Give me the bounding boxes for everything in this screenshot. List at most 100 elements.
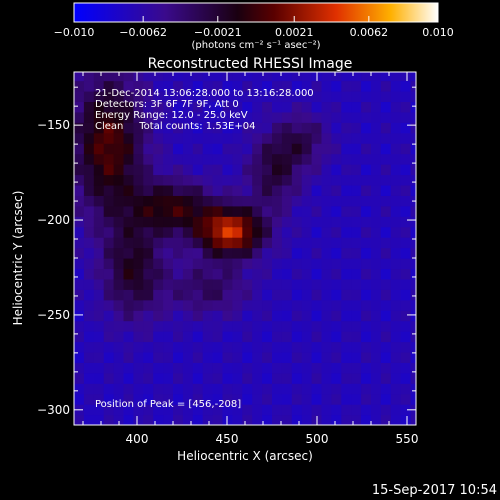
- heatmap-cell: [113, 331, 125, 343]
- heatmap-cell: [361, 226, 372, 238]
- heatmap-cell: [74, 351, 85, 363]
- heatmap-cell: [153, 268, 164, 280]
- heatmap-cell: [133, 184, 144, 196]
- heatmap-cell: [113, 111, 125, 123]
- heatmap-cell: [74, 122, 85, 134]
- heatmap-cell: [361, 143, 372, 155]
- heatmap-cell: [361, 184, 372, 196]
- heatmap-cell: [252, 268, 263, 280]
- heatmap-cell: [262, 331, 273, 343]
- heatmap-cell: [272, 299, 283, 311]
- heatmap-cell: [341, 164, 352, 176]
- heatmap-cell: [192, 331, 204, 343]
- heatmap-cell: [331, 205, 342, 217]
- heatmap-cell: [361, 247, 372, 259]
- heatmap-cell: [143, 80, 154, 92]
- heatmap-cell: [83, 257, 95, 270]
- heatmap-cell: [163, 143, 174, 155]
- heatmap-cell: [222, 320, 233, 332]
- heatmap-cell: [272, 237, 283, 249]
- heatmap-cell: [351, 331, 362, 343]
- heatmap-cell: [390, 111, 402, 123]
- heatmap-cell: [123, 414, 134, 425]
- heatmap-cell: [123, 299, 134, 311]
- heatmap-cell: [74, 289, 85, 301]
- heatmap-cell: [291, 414, 303, 425]
- heatmap-cell: [321, 278, 332, 290]
- heatmap-cell: [400, 310, 412, 322]
- axis-ticks: [74, 72, 416, 425]
- heatmap-cell: [143, 383, 154, 395]
- heatmap-cell: [371, 247, 382, 259]
- heatmap-cell: [192, 164, 204, 176]
- heatmap-cell: [182, 310, 194, 322]
- colorbar-tick-label: 0.0021: [275, 26, 314, 39]
- heatmap-cell: [192, 72, 204, 82]
- heatmap-cell: [400, 383, 412, 395]
- heatmap-cell: [123, 320, 134, 332]
- heatmap-cell: [242, 351, 253, 363]
- heatmap-cell: [113, 341, 125, 353]
- heatmap-cell: [202, 331, 214, 343]
- heatmap-cell: [272, 132, 283, 144]
- heatmap-cell: [351, 101, 362, 113]
- heatmap-cell: [400, 331, 412, 343]
- heatmap-cell: [192, 132, 204, 144]
- heatmap-cell: [380, 237, 392, 249]
- heatmap-cell: [182, 195, 194, 207]
- heatmap-cell: [331, 257, 342, 270]
- heatmap-cell: [123, 226, 134, 238]
- heatmap-cell: [252, 195, 263, 207]
- heatmap-cell: [341, 184, 352, 196]
- heatmap-cell: [341, 331, 352, 343]
- heatmap-cell: [212, 216, 224, 228]
- heatmap-cell: [133, 226, 144, 238]
- heatmap-cell: [272, 122, 283, 134]
- heatmap-cell: [242, 268, 253, 280]
- heatmap-cell: [103, 414, 115, 425]
- heatmap-cell: [93, 320, 105, 332]
- heatmap-cell: [212, 164, 224, 176]
- heatmap-cell: [371, 72, 382, 82]
- heatmap-cell: [133, 80, 144, 92]
- heatmap-cell: [351, 320, 362, 332]
- heatmap-cell: [123, 184, 134, 196]
- heatmap-cell: [252, 331, 263, 343]
- heatmap-cell: [192, 195, 204, 207]
- heatmap-cell: [311, 174, 323, 186]
- heatmap-cell: [321, 320, 332, 332]
- heatmap-cell: [291, 164, 303, 176]
- heatmap-cell: [133, 393, 144, 405]
- heatmap-cell: [252, 404, 263, 416]
- heatmap-cell: [272, 72, 283, 82]
- heatmap-cell: [351, 341, 362, 353]
- heatmap-cell: [83, 247, 95, 259]
- heatmap-cell: [390, 320, 402, 332]
- heatmap-cell: [163, 257, 174, 270]
- heatmap-cell: [202, 101, 214, 113]
- heatmap-cell: [232, 143, 243, 155]
- heatmap-cell: [311, 247, 323, 259]
- heatmap-cell: [222, 174, 233, 186]
- heatmap-cell: [232, 216, 243, 228]
- heatmap-cell: [83, 268, 95, 280]
- heatmap-cell: [202, 310, 214, 322]
- heatmap-cell: [331, 164, 342, 176]
- heatmap-cell: [222, 383, 233, 395]
- heatmap-cell: [410, 278, 416, 290]
- colorbar-tick-label: 0.010: [422, 26, 454, 39]
- heatmap-cell: [93, 174, 105, 186]
- heatmap-cell: [262, 299, 273, 311]
- heatmap-cell: [361, 101, 372, 113]
- heatmap-cell: [281, 404, 293, 416]
- heatmap-cell: [74, 237, 85, 249]
- heatmap-cell: [113, 164, 125, 176]
- heatmap-cell: [173, 247, 184, 259]
- heatmap-cell: [301, 393, 313, 405]
- colorbar-tick-label: −0.0062: [119, 26, 167, 39]
- heatmap-cell: [182, 320, 194, 332]
- heatmap-cell: [311, 383, 323, 395]
- heatmap-cell: [202, 143, 214, 155]
- heatmap-cell: [311, 205, 323, 217]
- heatmap-cell: [380, 310, 392, 322]
